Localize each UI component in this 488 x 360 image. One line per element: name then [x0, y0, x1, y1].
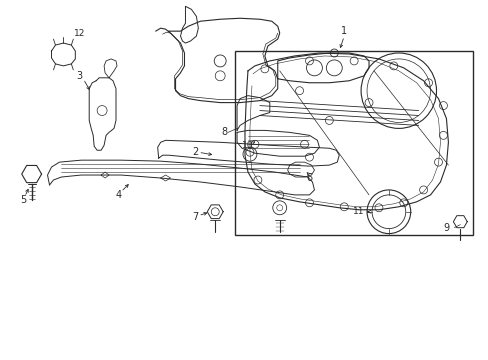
Bar — [235, 51, 472, 235]
Text: 5: 5 — [20, 195, 27, 205]
Text: 8: 8 — [221, 127, 227, 138]
Text: 9: 9 — [443, 222, 448, 233]
Text: 3: 3 — [76, 71, 82, 81]
Text: 11: 11 — [353, 207, 364, 216]
Text: 10: 10 — [242, 141, 253, 150]
Text: 12: 12 — [74, 29, 85, 38]
Text: 4: 4 — [116, 190, 122, 200]
Text: 2: 2 — [192, 147, 198, 157]
Text: 1: 1 — [341, 26, 346, 36]
Text: 6: 6 — [306, 173, 312, 183]
Text: 7: 7 — [192, 212, 198, 222]
